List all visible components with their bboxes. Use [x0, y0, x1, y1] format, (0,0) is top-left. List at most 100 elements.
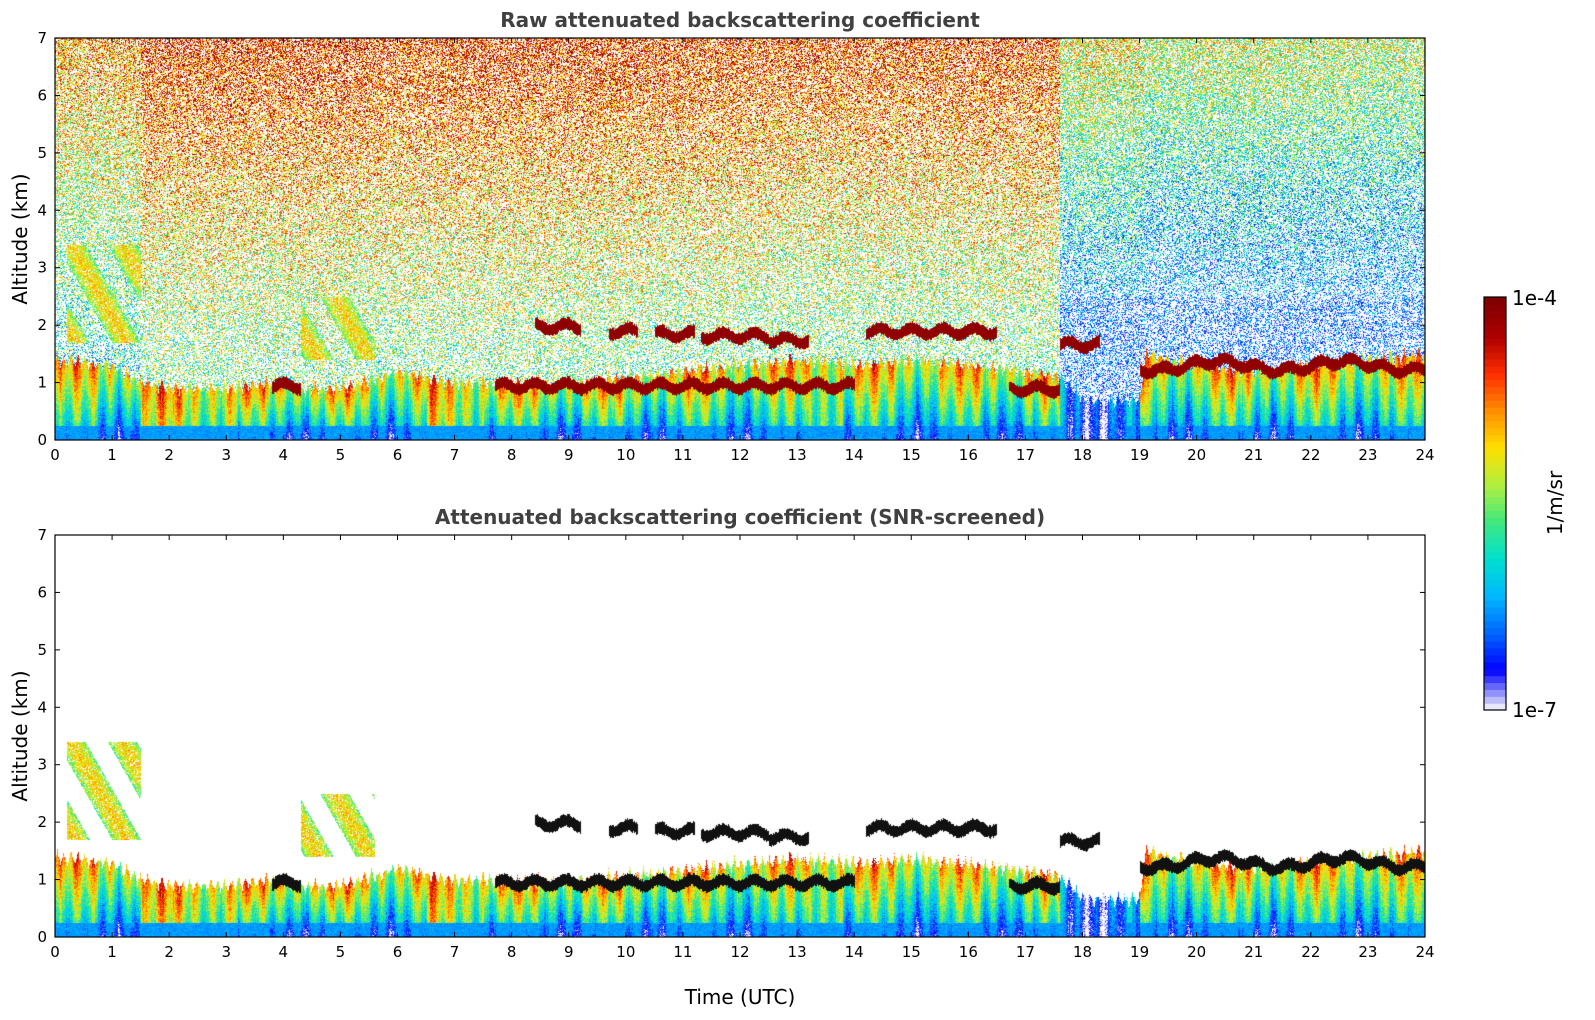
x-tick-label: 4: [279, 446, 289, 464]
colorbar-segment: [1484, 531, 1506, 539]
colorbar-segment: [1484, 613, 1506, 622]
colorbar-segment: [1484, 317, 1506, 326]
colorbar-segment: [1484, 654, 1506, 663]
colorbar-segment: [1484, 345, 1506, 353]
x-tick-label: 7: [450, 943, 460, 961]
x-tick-label: 14: [845, 446, 864, 464]
colorbar-segment: [1484, 310, 1506, 319]
panel-screened-title: Attenuated backscattering coefficient (S…: [435, 505, 1045, 529]
y-tick-label: 4: [37, 698, 47, 716]
x-tick-label: 2: [164, 446, 174, 464]
colorbar-segment: [1484, 358, 1506, 367]
x-tick-label: 24: [1415, 943, 1434, 961]
panel-screened-heatmap: [55, 535, 1425, 937]
colorbar-segment: [1484, 606, 1506, 615]
colorbar-segment: [1484, 517, 1506, 525]
x-tick-label: 9: [564, 943, 574, 961]
x-tick-label: 22: [1301, 943, 1320, 961]
x-tick-label: 21: [1244, 943, 1263, 961]
x-tick-label: 21: [1244, 446, 1263, 464]
x-tick-label: 7: [450, 446, 460, 464]
colorbar-segment: [1484, 407, 1506, 415]
colorbar-segment: [1484, 393, 1506, 401]
x-tick-label: 9: [564, 446, 574, 464]
colorbar-unit-label: 1/m/sr: [1543, 470, 1567, 535]
colorbar-segment: [1484, 696, 1506, 704]
y-tick-label: 3: [37, 259, 47, 277]
x-tick-label: 3: [221, 943, 231, 961]
colorbar-segment: [1484, 661, 1506, 670]
x-tick-label: 12: [730, 943, 749, 961]
colorbar-segment: [1484, 372, 1506, 381]
colorbar-frame: [1483, 296, 1507, 711]
x-tick-label: 3: [221, 446, 231, 464]
x-tick-label: 5: [336, 446, 346, 464]
x-tick-label: 23: [1358, 446, 1377, 464]
colorbar-segment: [1484, 544, 1506, 553]
x-tick-label: 1: [107, 943, 117, 961]
colorbar-segment: [1484, 338, 1506, 346]
colorbar-segment: [1484, 303, 1506, 312]
colorbar: 1e-4 1e-7 1/m/sr: [1483, 286, 1567, 722]
colorbar-segment: [1484, 455, 1506, 463]
colorbar-gradient: [1484, 297, 1506, 711]
x-tick-label: 10: [616, 943, 635, 961]
x-tick-label: 16: [959, 943, 978, 961]
x-tick-label: 22: [1301, 446, 1320, 464]
x-tick-label: 18: [1073, 446, 1092, 464]
x-tick-label: 0: [50, 446, 60, 464]
colorbar-segment: [1484, 469, 1506, 477]
y-tick-label: 1: [37, 871, 47, 889]
colorbar-segment: [1484, 641, 1506, 649]
colorbar-segment: [1484, 682, 1506, 690]
colorbar-segment: [1484, 379, 1506, 388]
x-tick-label: 20: [1187, 446, 1206, 464]
x-tick-label: 12: [730, 446, 749, 464]
colorbar-segment: [1484, 482, 1506, 491]
x-tick-label: 15: [902, 943, 921, 961]
x-tick-label: 16: [959, 446, 978, 464]
panel-raw-ticks: 0 1 2 3 4 5 6 7 8 9 10 11 12 13 14 15 16 17 18 19 20 21 22 23 24…: [37, 29, 1434, 464]
x-tick-label: 1: [107, 446, 117, 464]
colorbar-segment: [1484, 648, 1506, 656]
colorbar-segment: [1484, 558, 1506, 567]
x-tick-label: 11: [673, 446, 692, 464]
colorbar-segment: [1484, 620, 1506, 628]
panel-screened-ylabel: Altitude (km): [8, 670, 32, 801]
colorbar-segment: [1484, 297, 1506, 305]
colorbar-segment: [1484, 537, 1506, 546]
x-tick-label: 4: [279, 943, 289, 961]
y-tick-label: 5: [37, 144, 47, 162]
x-tick-label: 6: [393, 446, 403, 464]
colorbar-segment: [1484, 496, 1506, 505]
colorbar-segment: [1484, 462, 1506, 470]
x-tick-label: 11: [673, 943, 692, 961]
y-tick-label: 2: [37, 316, 47, 334]
colorbar-segment: [1484, 675, 1506, 684]
x-tick-label: 17: [1016, 943, 1035, 961]
colorbar-segment: [1484, 400, 1506, 408]
panel-screened: Attenuated backscattering coefficient (S…: [8, 505, 1435, 1009]
colorbar-segment: [1484, 586, 1506, 594]
x-tick-label: 8: [507, 943, 517, 961]
y-tick-label: 2: [37, 813, 47, 831]
x-tick-label: 13: [788, 943, 807, 961]
colorbar-segment: [1484, 572, 1506, 580]
colorbar-segment: [1484, 324, 1506, 333]
y-tick-label: 5: [37, 641, 47, 659]
colorbar-segment: [1484, 441, 1506, 450]
colorbar-segment: [1484, 386, 1506, 394]
colorbar-segment: [1484, 565, 1506, 573]
colorbar-segment: [1484, 599, 1506, 608]
y-tick-label: 6: [37, 86, 47, 104]
y-tick-label: 7: [37, 526, 47, 544]
panel-raw-title: Raw attenuated backscattering coefficien…: [500, 8, 980, 32]
colorbar-segment: [1484, 331, 1506, 339]
x-tick-label: 24: [1415, 446, 1434, 464]
y-tick-label: 7: [37, 29, 47, 47]
colorbar-segment: [1484, 434, 1506, 443]
colorbar-segment: [1484, 414, 1506, 422]
x-tick-label: 23: [1358, 943, 1377, 961]
panel-raw-heatmap: [55, 38, 1425, 440]
